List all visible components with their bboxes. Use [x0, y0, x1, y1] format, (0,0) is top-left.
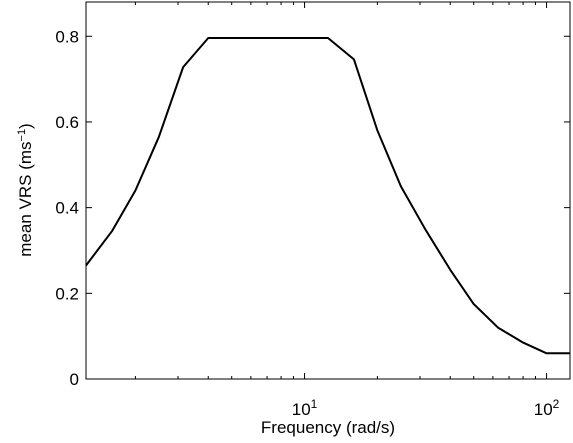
y-tick-label: 0.8 — [55, 27, 79, 46]
y-tick-label: 0 — [70, 370, 79, 389]
series-layer — [85, 36, 570, 355]
y-tick-label: 0.2 — [55, 284, 79, 303]
y-tick-label: 0.6 — [55, 113, 79, 132]
y-axis-label: mean VRS (ms−1) — [16, 123, 35, 256]
plot-frame — [85, 1, 571, 380]
series-line-0 — [85, 36, 570, 355]
ticks-layer: 0 0.2 0.4 0.6 0.8 101 102 — [55, 2, 570, 419]
x-axis-label: Frequency (rad/s) — [261, 418, 395, 437]
x-tick-label: 102 — [534, 397, 560, 419]
y-tick-label: 0.4 — [55, 199, 79, 218]
x-tick-label: 101 — [292, 397, 318, 419]
